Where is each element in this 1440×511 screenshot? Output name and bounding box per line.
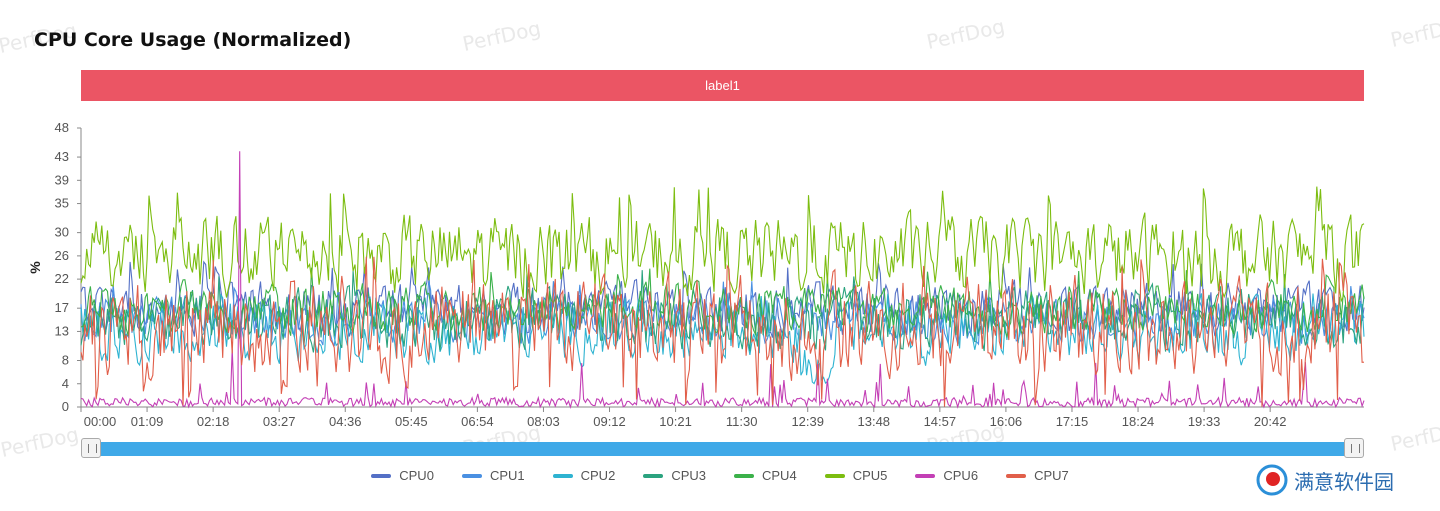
y-tick-label: 13 xyxy=(55,323,69,338)
series-line-cpu5[interactable] xyxy=(80,186,1365,303)
x-tick-label: 12:39 xyxy=(791,414,824,429)
x-tick-label: 13:48 xyxy=(858,414,891,429)
legend-item-cpu3[interactable]: CPU3 xyxy=(643,468,706,483)
legend-swatch xyxy=(915,473,936,478)
label-bar-text: label1 xyxy=(705,78,740,93)
x-tick-label: 04:36 xyxy=(329,414,362,429)
x-tick-label: 11:30 xyxy=(726,414,758,429)
watermark: PerfDog xyxy=(924,14,1007,54)
legend-label: CPU5 xyxy=(852,468,888,483)
legend-swatch xyxy=(824,473,845,478)
y-axis-label: % xyxy=(27,261,43,274)
legend-swatch xyxy=(461,473,482,478)
legend-item-cpu7[interactable]: CPU7 xyxy=(1006,468,1069,483)
zoom-slider[interactable] xyxy=(81,438,1364,460)
y-tick-label: 26 xyxy=(55,248,69,263)
legend-label: CPU1 xyxy=(489,468,525,483)
x-tick-label: 06:54 xyxy=(461,414,494,429)
y-tick-label: 48 xyxy=(55,120,69,135)
label-bar[interactable]: label1 xyxy=(81,70,1364,101)
x-tick-label: 20:42 xyxy=(1254,414,1287,429)
legend-swatch xyxy=(552,473,573,478)
y-tick-label: 39 xyxy=(55,172,69,187)
series-line-cpu7[interactable] xyxy=(80,256,1365,407)
y-tick-label: 43 xyxy=(55,149,69,164)
chart-title: CPU Core Usage (Normalized) xyxy=(34,29,352,51)
y-tick-label: 35 xyxy=(55,196,69,211)
y-tick-label: 4 xyxy=(62,376,69,391)
y-tick-label: 8 xyxy=(62,353,69,368)
x-tick-label: 03:27 xyxy=(263,414,296,429)
legend-item-cpu2[interactable]: CPU2 xyxy=(552,468,616,483)
series-line-cpu4[interactable] xyxy=(80,267,1365,339)
zoom-slider-track[interactable] xyxy=(81,442,1364,456)
y-tick-label: 17 xyxy=(55,300,69,315)
y-tick-label: 30 xyxy=(55,225,69,240)
watermark: PerfDog xyxy=(1388,12,1440,52)
legend-swatch xyxy=(1006,473,1027,478)
legend-item-cpu4[interactable]: CPU4 xyxy=(734,468,797,483)
x-tick-label: 01:09 xyxy=(131,414,164,429)
x-tick-label: 17:15 xyxy=(1056,414,1089,429)
x-tick-label: 02:18 xyxy=(197,414,230,429)
legend-label: CPU7 xyxy=(1034,468,1069,483)
legend-swatch xyxy=(371,473,392,478)
legend-label: CPU4 xyxy=(762,468,797,483)
legend-item-cpu5[interactable]: CPU5 xyxy=(824,468,888,483)
legend-item-cpu0[interactable]: CPU0 xyxy=(371,468,434,483)
legend-label: CPU3 xyxy=(671,468,706,483)
legend-label: CPU6 xyxy=(943,468,979,483)
x-tick-label: 08:03 xyxy=(527,414,560,429)
x-tick-label: 05:45 xyxy=(395,414,428,429)
x-tick-label: 09:12 xyxy=(593,414,626,429)
zoom-slider-left-handle[interactable] xyxy=(81,438,101,458)
zoom-slider-right-handle[interactable] xyxy=(1344,438,1364,458)
x-tick-label: 16:06 xyxy=(990,414,1023,429)
legend-item-cpu1[interactable]: CPU1 xyxy=(461,468,525,483)
legend-label: CPU0 xyxy=(399,468,434,483)
legend-swatch xyxy=(643,473,664,478)
series-line-cpu6[interactable] xyxy=(80,151,1365,409)
logo-icon xyxy=(1256,464,1288,496)
x-tick-label: 14:57 xyxy=(924,414,957,429)
x-tick-label: 10:21 xyxy=(659,414,692,429)
y-tick-label: 22 xyxy=(55,271,69,286)
legend-item-cpu6[interactable]: CPU6 xyxy=(915,468,978,483)
legend-swatch xyxy=(734,473,754,478)
x-tick-label: 19:33 xyxy=(1188,414,1221,429)
x-tick-label: 18:24 xyxy=(1122,414,1155,429)
x-tick-label: 00:00 xyxy=(84,414,117,429)
watermark: PerfDog xyxy=(460,16,543,56)
logo-text: 满意软件园 xyxy=(1294,469,1394,494)
site-logo: 满意软件园 xyxy=(1256,464,1394,496)
y-tick-label: 0 xyxy=(62,399,69,414)
chart-legend: CPU0 CPU1 CPU2 CPU3 CPU4 CPU5 CPU6 CPU7 xyxy=(0,468,1440,483)
legend-label: CPU2 xyxy=(580,468,616,483)
